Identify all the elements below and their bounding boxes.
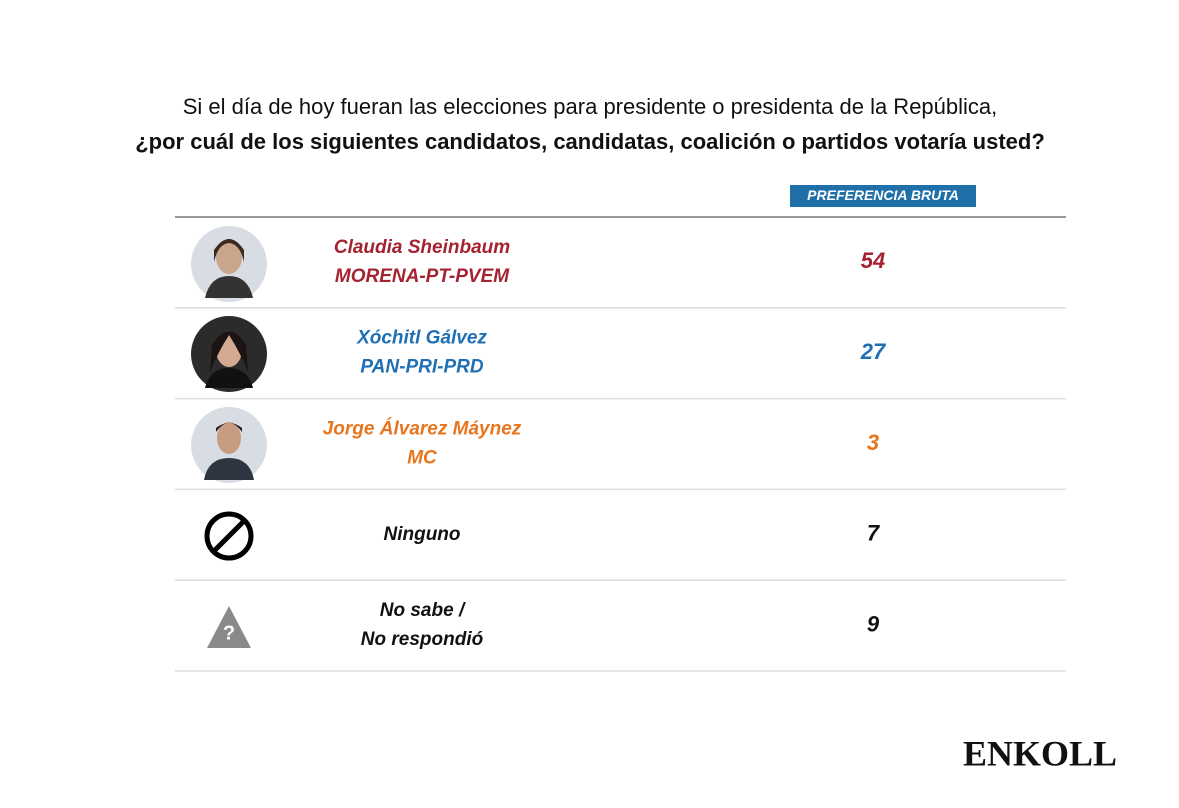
row-value: 54 [861,248,885,273]
avatar [191,407,267,483]
row-label: PAN-PRI-PRD [360,357,483,378]
none-icon [204,511,254,561]
row-value: 3 [867,430,879,455]
row-value: 27 [860,339,887,364]
row-label: Claudia Sheinbaum [334,237,510,258]
column-header-box [790,185,976,207]
title-line1: Si el día de hoy fueran las elecciones p… [183,94,998,119]
title-line2: ¿por cuál de los siguientes candidatos, … [135,129,1045,154]
row-value: 9 [867,611,880,636]
unknown-icon: ? [207,606,251,648]
column-header: PREFERENCIA BRUTA [807,187,959,203]
row-label: No respondió [361,629,483,650]
row-value: 7 [867,521,881,546]
svg-text:?: ? [223,622,235,644]
row-label: Jorge Álvarez Máynez [323,418,522,440]
row-label: MC [407,448,437,469]
row-label: Ninguno [383,524,460,545]
row-label: Xóchitl Gálvez [356,328,487,349]
row-label: MORENA-PT-PVEM [335,266,510,287]
avatar [191,316,267,392]
brand: ENKOLL [963,733,1117,773]
row-label: No sabe / [380,600,466,621]
avatar [191,226,267,302]
